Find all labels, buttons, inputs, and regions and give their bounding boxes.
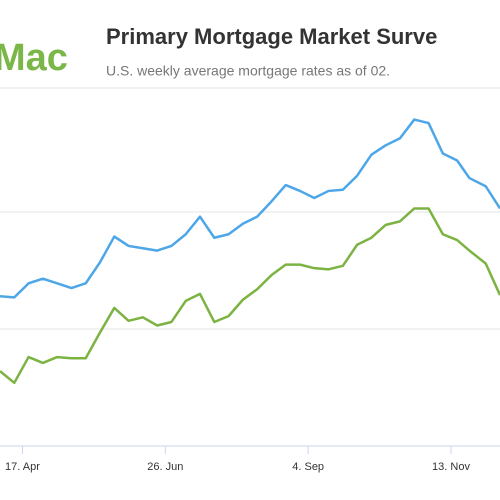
plot-area: 17. Apr 26. Jun 4. Sep 13. Nov — [0, 118, 500, 473]
series-line — [0, 207, 500, 385]
chart-title: Primary Mortgage Market Surve — [106, 24, 437, 49]
x-tick-label: 17. Apr — [5, 461, 40, 473]
logo: Mac — [0, 37, 68, 79]
x-tick-label: 4. Sep — [292, 461, 324, 473]
series-line — [0, 118, 500, 299]
x-tick-label: 26. Jun — [147, 461, 183, 473]
header — [0, 0, 500, 88]
x-tick-label: 13. Nov — [432, 461, 470, 473]
chart-subtitle: U.S. weekly average mortgage rates as of… — [106, 63, 390, 79]
